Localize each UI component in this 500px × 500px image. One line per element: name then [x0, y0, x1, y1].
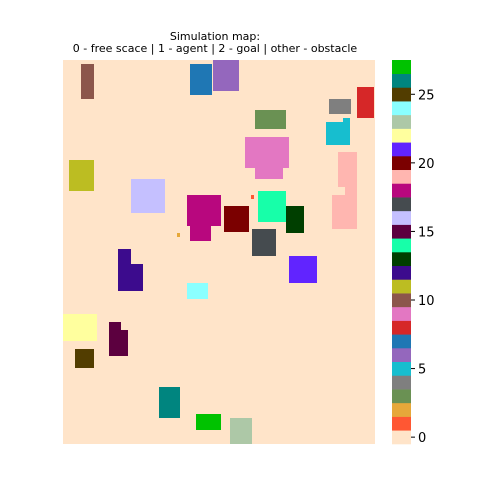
- obstacle-13: [286, 206, 304, 233]
- colorbar-segment: [392, 279, 411, 294]
- colorbar-tick-label: 5: [418, 363, 426, 378]
- obstacle-4: [329, 99, 351, 114]
- obstacle-19: [338, 152, 357, 187]
- obstacle-19: [345, 185, 357, 197]
- obstacle-8: [360, 87, 374, 95]
- obstacle-15: [109, 330, 128, 356]
- obstacle-16: [131, 179, 165, 213]
- colorbar-segment: [392, 114, 411, 129]
- obstacle-11: [69, 160, 94, 191]
- colorbar-segment: [392, 293, 411, 308]
- colorbar-segment: [392, 156, 411, 171]
- colorbar-segment: [392, 430, 411, 445]
- colorbar-segment: [392, 252, 411, 267]
- colorbar-tick-label: 25: [418, 88, 435, 103]
- colorbar-segment: [392, 87, 411, 102]
- obstacle-9: [255, 165, 283, 179]
- obstacle-26: [159, 387, 180, 418]
- obstacle-19: [332, 195, 357, 229]
- obstacle-21: [289, 256, 317, 283]
- obstacle-23: [230, 418, 252, 444]
- obstacle-12: [118, 264, 143, 291]
- colorbar-segment: [392, 265, 411, 280]
- colorbar-segment: [392, 334, 411, 349]
- map-area: [63, 60, 375, 444]
- free-space-background: [63, 60, 375, 444]
- colorbar-tick-label: 0: [418, 431, 426, 446]
- obstacle-27: [196, 414, 221, 430]
- obstacle-6: [213, 60, 239, 91]
- obstacle-3: [255, 110, 286, 129]
- obstacle-14: [258, 191, 286, 222]
- colorbar-tick-label: 20: [418, 157, 435, 172]
- colorbar-segment: [392, 375, 411, 390]
- colorbar-segment: [392, 416, 411, 431]
- chart-title-line-1: Simulation map:: [170, 30, 260, 43]
- colorbar-segment: [392, 142, 411, 157]
- colorbar-segment: [392, 169, 411, 184]
- colorbar-segment: [392, 60, 411, 75]
- goal-marker: [177, 233, 180, 237]
- colorbar-segment: [392, 361, 411, 376]
- obstacle-5: [326, 122, 350, 145]
- colorbar-segment: [392, 348, 411, 363]
- colorbar-segment: [392, 210, 411, 225]
- chart-title-line-2: 0 - free scace | 1 - agent | 2 - goal | …: [73, 42, 358, 55]
- obstacle-7: [190, 64, 212, 95]
- obstacle-18: [187, 195, 221, 226]
- obstacle-10: [81, 64, 94, 99]
- colorbar: 0 5 10 15 20 25: [392, 60, 435, 446]
- colorbar-segment: [392, 73, 411, 88]
- obstacle-17: [252, 229, 276, 256]
- colorbar-segment: [392, 320, 411, 335]
- colorbar-tick-label: 15: [418, 225, 435, 240]
- agent-marker: [251, 195, 254, 199]
- colorbar-segment: [392, 224, 411, 239]
- colorbar-segment: [392, 128, 411, 143]
- colorbar-segment: [392, 101, 411, 116]
- colorbar-segment: [392, 389, 411, 404]
- obstacle-18: [190, 222, 211, 241]
- obstacle-25: [75, 349, 94, 368]
- obstacle-9: [245, 137, 289, 168]
- obstacle-24: [187, 283, 208, 299]
- obstacle-5: [343, 118, 350, 126]
- colorbar-segment: [392, 306, 411, 321]
- obstacle-20: [224, 206, 249, 232]
- colorbar-tick-label: 10: [418, 294, 435, 309]
- colorbar-segment: [392, 197, 411, 212]
- colorbar-segment: [392, 183, 411, 198]
- colorbar-segment: [392, 238, 411, 253]
- obstacle-22: [63, 314, 97, 341]
- colorbar-segment: [392, 402, 411, 417]
